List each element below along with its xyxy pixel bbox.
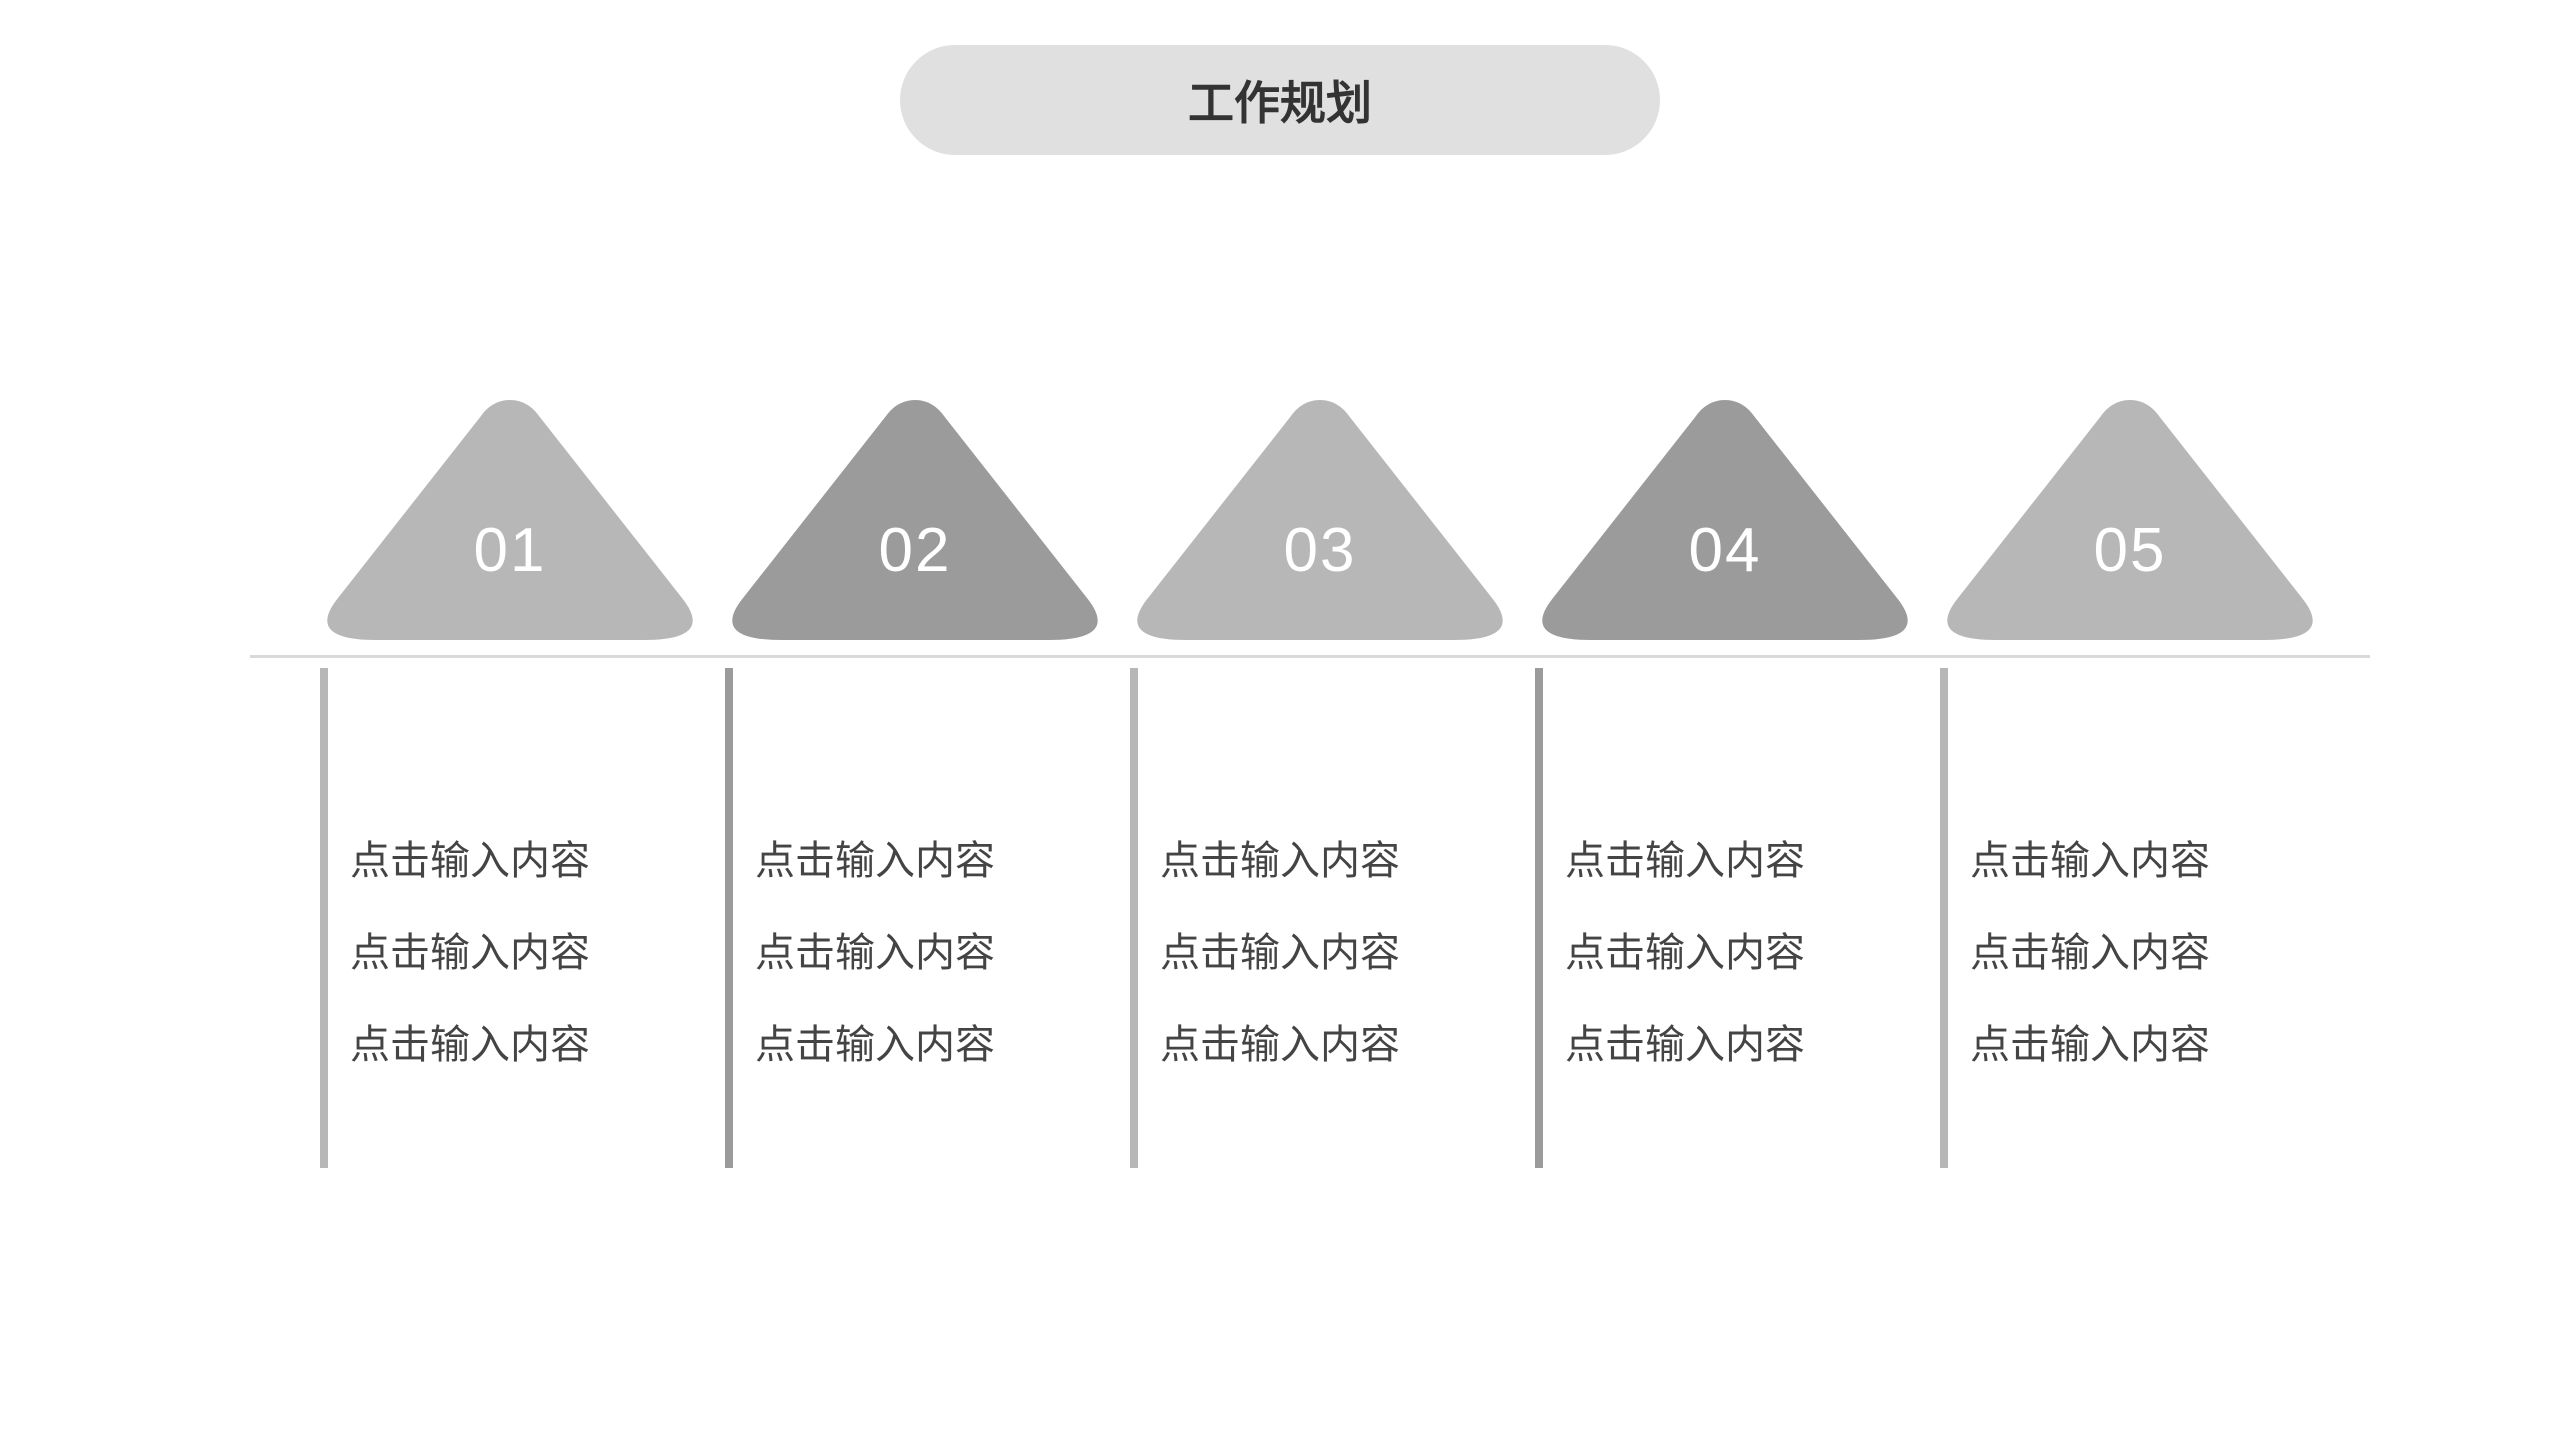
column-text: 点击输入内容点击输入内容点击输入内容 [733,668,995,1070]
step-triangle: 04 [1535,400,1915,640]
column-text: 点击输入内容点击输入内容点击输入内容 [1138,668,1400,1070]
content-line: 点击输入内容 [1565,920,1805,978]
step-triangle: 02 [725,400,1105,640]
content-column: 点击输入内容点击输入内容点击输入内容 [1535,668,1915,1168]
content-line: 点击输入内容 [1970,920,2210,978]
slide-root: 工作规划 0102030405 点击输入内容点击输入内容点击输入内容点击输入内容… [0,0,2560,1440]
title-pill: 工作规划 [900,45,1660,155]
content-line: 点击输入内容 [755,1012,995,1070]
content-column: 点击输入内容点击输入内容点击输入内容 [320,668,700,1168]
step-number: 01 [474,515,547,586]
content-column: 点击输入内容点击输入内容点击输入内容 [1940,668,2320,1168]
content-line: 点击输入内容 [350,1012,590,1070]
step-04: 04 [1535,400,1915,640]
content-line: 点击输入内容 [350,920,590,978]
content-line: 点击输入内容 [1970,828,2210,886]
column-vertical-bar [320,668,328,1168]
content-columns: 点击输入内容点击输入内容点击输入内容点击输入内容点击输入内容点击输入内容点击输入… [320,668,2320,1168]
step-number: 02 [879,515,952,586]
content-line: 点击输入内容 [755,920,995,978]
step-triangle: 05 [1940,400,2320,640]
steps-row: 01 02 03 04 05 [320,400,2320,640]
step-02: 02 [725,400,1105,640]
step-number: 05 [2094,515,2167,586]
column-vertical-bar [1130,668,1138,1168]
column-vertical-bar [725,668,733,1168]
content-line: 点击输入内容 [755,828,995,886]
content-line: 点击输入内容 [1565,828,1805,886]
slide-title: 工作规划 [1188,67,1372,133]
step-triangle: 01 [320,400,700,640]
step-number: 03 [1284,515,1357,586]
step-number: 04 [1689,515,1762,586]
horizontal-divider [250,655,2370,658]
step-01: 01 [320,400,700,640]
column-text: 点击输入内容点击输入内容点击输入内容 [1948,668,2210,1070]
content-line: 点击输入内容 [1160,828,1400,886]
column-vertical-bar [1535,668,1543,1168]
content-line: 点击输入内容 [1565,1012,1805,1070]
content-line: 点击输入内容 [1970,1012,2210,1070]
content-column: 点击输入内容点击输入内容点击输入内容 [1130,668,1510,1168]
content-column: 点击输入内容点击输入内容点击输入内容 [725,668,1105,1168]
content-line: 点击输入内容 [350,828,590,886]
column-vertical-bar [1940,668,1948,1168]
step-05: 05 [1940,400,2320,640]
content-line: 点击输入内容 [1160,1012,1400,1070]
column-text: 点击输入内容点击输入内容点击输入内容 [328,668,590,1070]
step-03: 03 [1130,400,1510,640]
content-line: 点击输入内容 [1160,920,1400,978]
column-text: 点击输入内容点击输入内容点击输入内容 [1543,668,1805,1070]
step-triangle: 03 [1130,400,1510,640]
